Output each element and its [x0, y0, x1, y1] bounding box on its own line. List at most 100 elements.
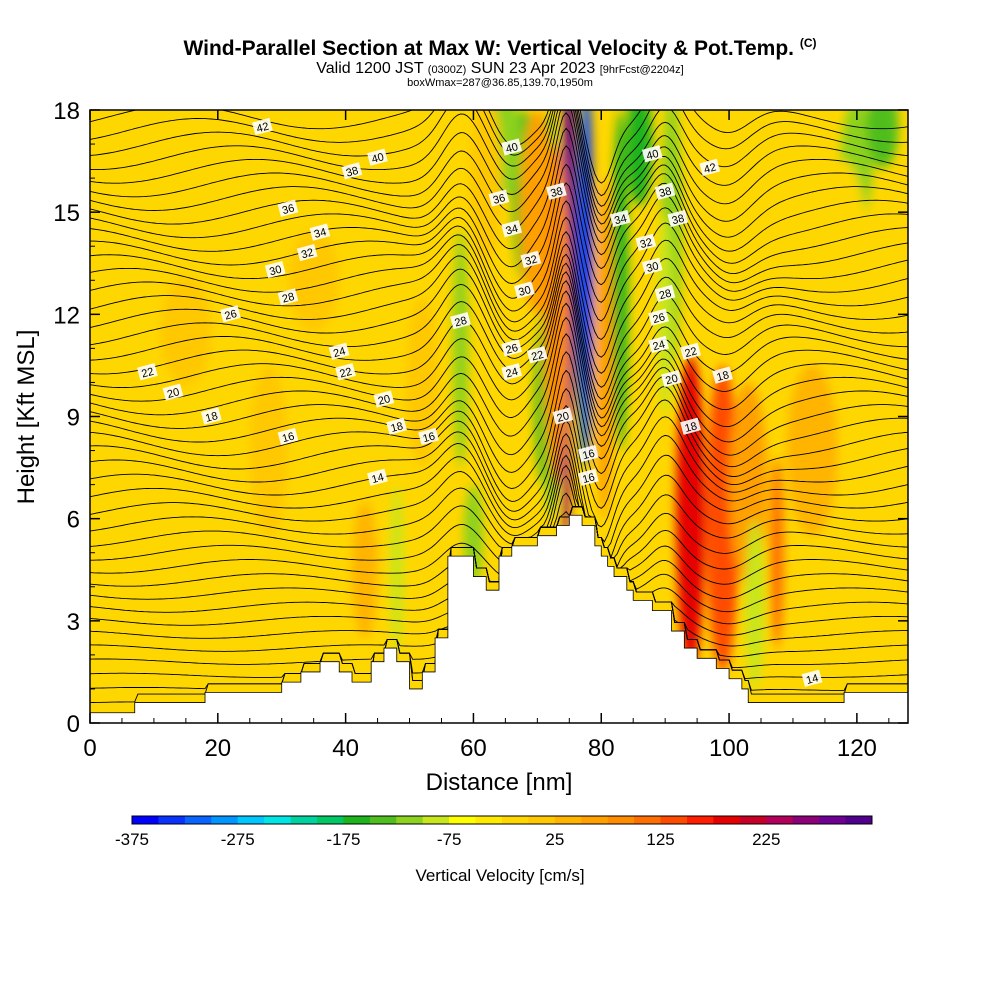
colorbar-swatch: [369, 816, 397, 824]
contour-label: 16: [577, 444, 599, 462]
contour-label: 28: [654, 284, 676, 302]
contour-label-text: 22: [338, 366, 353, 381]
contour-label-text: 42: [703, 161, 718, 176]
forecast-info: [9hrFcst@2204z]: [599, 64, 684, 76]
contour-label: 18: [200, 407, 222, 425]
theta-contour: [90, 110, 908, 207]
contour-label: 28: [277, 288, 299, 306]
contour-label-text: 38: [549, 185, 564, 200]
contour-label-text: 30: [517, 284, 532, 299]
theta-contour: [90, 262, 908, 400]
colorbar-tick-label: -75: [437, 830, 462, 849]
contour-label-text: 32: [524, 253, 539, 268]
theta-contour: [90, 243, 908, 374]
y-tick-label: 0: [67, 711, 80, 738]
x-tick-label: 20: [204, 735, 231, 762]
contour-label-text: 38: [345, 165, 360, 180]
colorbar-tick-label: -275: [221, 830, 255, 849]
y-tick-label: 15: [53, 200, 80, 227]
contour-label-text: 18: [684, 420, 699, 435]
colorbar-swatch: [687, 816, 714, 824]
theta-contour: [90, 444, 908, 560]
theta-contour: [90, 216, 908, 341]
contour-label: 26: [648, 308, 670, 326]
theta-contour: [90, 432, 908, 549]
y-tick-label: 12: [53, 302, 80, 329]
valid-date: SUN 23 Apr 2023: [470, 60, 596, 77]
theta-contour: [90, 182, 908, 303]
contour-label: 20: [552, 407, 574, 425]
contour-label: 16: [577, 468, 599, 486]
contour-label: 14: [801, 669, 823, 687]
velocity-region: [626, 110, 653, 206]
theta-contour: [90, 369, 908, 491]
terrain: [90, 514, 908, 723]
velocity-region: [770, 457, 784, 649]
colorbar-tick-label: 125: [646, 830, 674, 849]
contour-label: 20: [661, 369, 682, 387]
contour-label-text: 40: [370, 151, 385, 166]
contour-label-text: 38: [658, 185, 673, 200]
contour-label-text: 20: [377, 393, 392, 408]
contour-label-text: 24: [505, 366, 520, 381]
colorbar-swatch: [554, 816, 582, 824]
contour-label-text: 22: [530, 349, 545, 364]
colorbar-swatch: [211, 816, 239, 824]
theta-contour: [90, 163, 908, 286]
colorbar-swatch: [422, 816, 450, 824]
chart-subtitle: Valid 1200 JST (0300Z) SUN 23 Apr 2023 […: [0, 60, 1000, 78]
contour-label-text: 22: [140, 366, 155, 381]
theta-contour: [90, 404, 908, 528]
theta-contour: [90, 280, 908, 419]
theta-contour: [90, 110, 908, 197]
x-tick-label: 100: [709, 735, 749, 762]
contour-label-text: 38: [671, 213, 686, 228]
contour-label-text: 40: [645, 148, 660, 163]
contour-label: 22: [680, 342, 701, 360]
contour-label-text: 24: [332, 345, 347, 360]
contour-label: 32: [296, 243, 318, 261]
contour-label: 20: [162, 383, 184, 401]
contour-label: 30: [514, 281, 535, 299]
theta-contour: [90, 387, 908, 509]
theta-contour: [90, 200, 908, 322]
theta-contour: [90, 419, 908, 543]
contour-label: 38: [654, 182, 676, 200]
contour-label: 26: [220, 305, 241, 323]
contour-label: 36: [488, 189, 510, 207]
utc-time: (0300Z): [427, 64, 467, 76]
theta-contour: [90, 464, 908, 568]
theta-contour: [90, 145, 908, 270]
velocity-region: [543, 144, 570, 485]
colorbar-swatch: [132, 816, 159, 824]
velocity-region: [821, 161, 867, 332]
velocity-region: [249, 365, 289, 536]
contour-label-text: 42: [255, 121, 270, 136]
contour-label: 40: [501, 138, 523, 156]
colorbar-swatch: [660, 816, 688, 824]
colorbar-swatch: [528, 816, 556, 824]
colorbar-tick-label: -375: [115, 830, 149, 849]
colorbar-swatch: [449, 816, 477, 824]
colorbar-swatch: [317, 816, 344, 824]
velocity-region: [786, 365, 838, 536]
x-tick-label: 60: [460, 735, 487, 762]
contour-label-text: 34: [505, 223, 520, 238]
theta-contour: [90, 112, 908, 244]
contour-label-text: 16: [421, 431, 436, 446]
contour-label-text: 16: [581, 471, 596, 486]
plot-area: 42 40 38 36 34 32 30 28 26 24 22 22 20 18 20 18 16 16 14 40…: [90, 110, 908, 723]
theta-contour: [90, 110, 908, 184]
contour-label: 26: [501, 339, 523, 357]
theta-contour: [90, 302, 908, 437]
theta-contour: [90, 110, 908, 217]
contour-label: 24: [648, 335, 670, 353]
contour-label-text: 26: [223, 308, 238, 323]
contour-label-text: 34: [313, 226, 328, 241]
contour-label: 14: [367, 468, 388, 486]
colorbar-swatch: [184, 816, 212, 824]
title-main: Wind-Parallel Section at Max W: Vertical…: [183, 37, 794, 60]
contour-label: 42: [252, 117, 273, 136]
contour-label-text: 30: [645, 260, 660, 275]
